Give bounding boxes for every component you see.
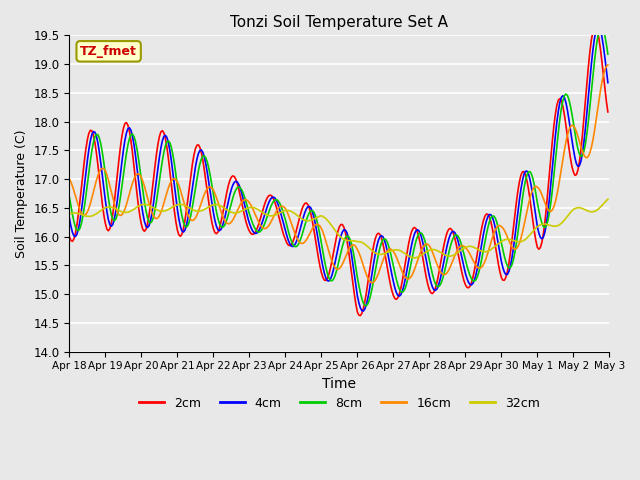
2cm [356, 312, 364, 318]
Line: 32cm: 32cm [69, 199, 608, 258]
2cm [592, 24, 600, 30]
Line: 4cm: 4cm [69, 26, 608, 311]
4cm [604, 80, 612, 85]
32cm [226, 209, 234, 215]
8cm [65, 194, 73, 200]
8cm [253, 228, 260, 234]
16cm [226, 220, 234, 226]
2cm [132, 176, 140, 182]
4cm [301, 209, 308, 215]
8cm [362, 303, 370, 309]
Title: Tonzi Soil Temperature Set A: Tonzi Soil Temperature Set A [230, 15, 449, 30]
4cm [132, 152, 140, 157]
2cm [301, 201, 308, 206]
2cm [226, 178, 234, 183]
8cm [301, 222, 308, 228]
8cm [598, 24, 605, 30]
2cm [65, 234, 73, 240]
4cm [253, 230, 260, 236]
32cm [253, 206, 260, 212]
16cm [132, 173, 140, 179]
16cm [253, 216, 260, 221]
32cm [604, 196, 612, 202]
Text: TZ_fmet: TZ_fmet [80, 45, 137, 58]
8cm [575, 151, 583, 157]
32cm [301, 217, 308, 223]
16cm [301, 239, 308, 245]
4cm [595, 24, 603, 29]
8cm [226, 206, 234, 212]
4cm [226, 192, 234, 198]
16cm [244, 198, 252, 204]
32cm [410, 255, 418, 261]
32cm [132, 205, 140, 211]
2cm [253, 226, 260, 232]
2cm [604, 109, 612, 115]
16cm [65, 176, 73, 182]
32cm [575, 205, 583, 211]
Line: 2cm: 2cm [69, 27, 608, 315]
8cm [244, 206, 252, 212]
4cm [65, 216, 73, 221]
8cm [604, 51, 612, 57]
4cm [244, 215, 252, 221]
16cm [369, 280, 376, 286]
Legend: 2cm, 4cm, 8cm, 16cm, 32cm: 2cm, 4cm, 8cm, 16cm, 32cm [134, 392, 545, 415]
16cm [604, 62, 612, 68]
8cm [132, 138, 140, 144]
Line: 16cm: 16cm [69, 65, 608, 283]
4cm [575, 163, 583, 168]
4cm [360, 308, 367, 314]
32cm [65, 211, 73, 217]
X-axis label: Time: Time [323, 377, 356, 391]
Y-axis label: Soil Temperature (C): Soil Temperature (C) [15, 129, 28, 258]
32cm [244, 205, 252, 211]
Line: 8cm: 8cm [69, 27, 608, 306]
2cm [244, 225, 252, 231]
16cm [575, 138, 583, 144]
2cm [575, 159, 583, 165]
